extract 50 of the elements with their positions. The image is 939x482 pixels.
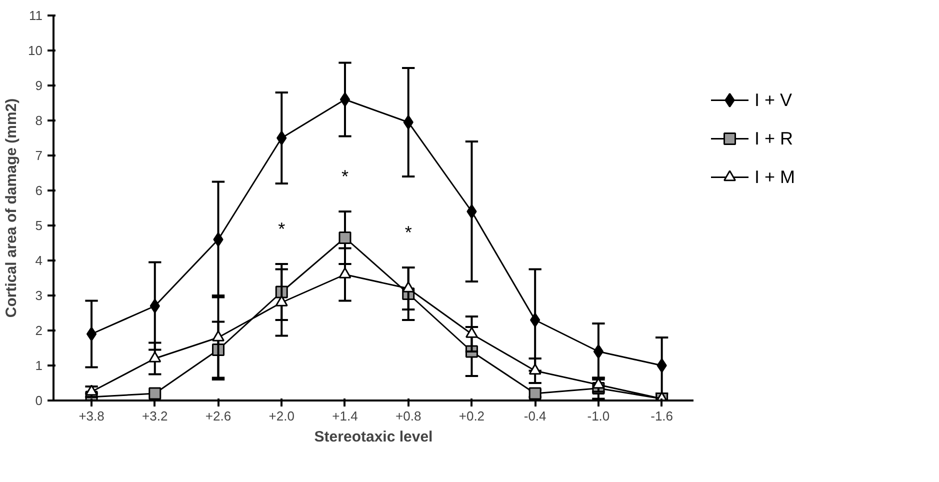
point <box>340 92 350 107</box>
y-tick-label: 10 <box>28 43 43 58</box>
point <box>466 204 477 219</box>
point <box>276 130 287 146</box>
y-tick-label: 7 <box>35 148 43 163</box>
x-tick-label: -1.6 <box>650 408 674 424</box>
annotation: * <box>341 166 348 186</box>
point <box>338 267 352 278</box>
point <box>275 295 288 306</box>
annotation: * <box>278 219 286 239</box>
x-tick-label: +3.8 <box>78 408 104 424</box>
point <box>530 312 540 328</box>
point <box>338 232 352 244</box>
point <box>403 115 414 130</box>
y-tick-label: 6 <box>35 183 43 198</box>
x-tick-label: -1.0 <box>587 408 610 424</box>
y-tick-label: 2 <box>35 323 43 338</box>
y-tick-label: 8 <box>35 113 43 128</box>
point <box>148 351 162 362</box>
point <box>656 358 667 373</box>
x-tick-label: +0.2 <box>458 408 485 424</box>
point <box>528 387 542 400</box>
point <box>402 281 415 292</box>
legend-label: I + V <box>754 90 792 110</box>
y-tick-label: 5 <box>35 218 43 233</box>
point <box>148 387 162 400</box>
annotation: * <box>404 222 412 242</box>
point <box>212 330 224 342</box>
x-tick-label: +0.8 <box>396 408 422 424</box>
y-tick-label: 4 <box>35 253 43 268</box>
point <box>528 364 542 375</box>
x-tick-label: +2.0 <box>268 408 294 424</box>
point <box>465 326 478 338</box>
x-tick-label: +1.4 <box>332 408 358 424</box>
x-axis-title: Stereotaxic level <box>314 428 433 446</box>
x-tick-label: -0.4 <box>524 408 546 424</box>
x-tick-label: +2.6 <box>205 408 232 424</box>
x-tick-label: +3.2 <box>142 408 168 424</box>
point <box>150 298 160 314</box>
point <box>213 232 224 247</box>
y-axis-title: Cortical area of damage (mm2) <box>3 98 20 318</box>
y-tick-label: 1 <box>35 358 43 373</box>
point <box>593 344 604 359</box>
legend-label: I + R <box>754 128 794 149</box>
point <box>86 326 97 342</box>
legend-label: I + M <box>754 167 796 188</box>
y-tick-label: 11 <box>29 8 43 23</box>
y-tick-label: 0 <box>35 393 43 408</box>
y-tick-label: 9 <box>35 78 43 93</box>
y-tick-label: 3 <box>35 288 43 303</box>
